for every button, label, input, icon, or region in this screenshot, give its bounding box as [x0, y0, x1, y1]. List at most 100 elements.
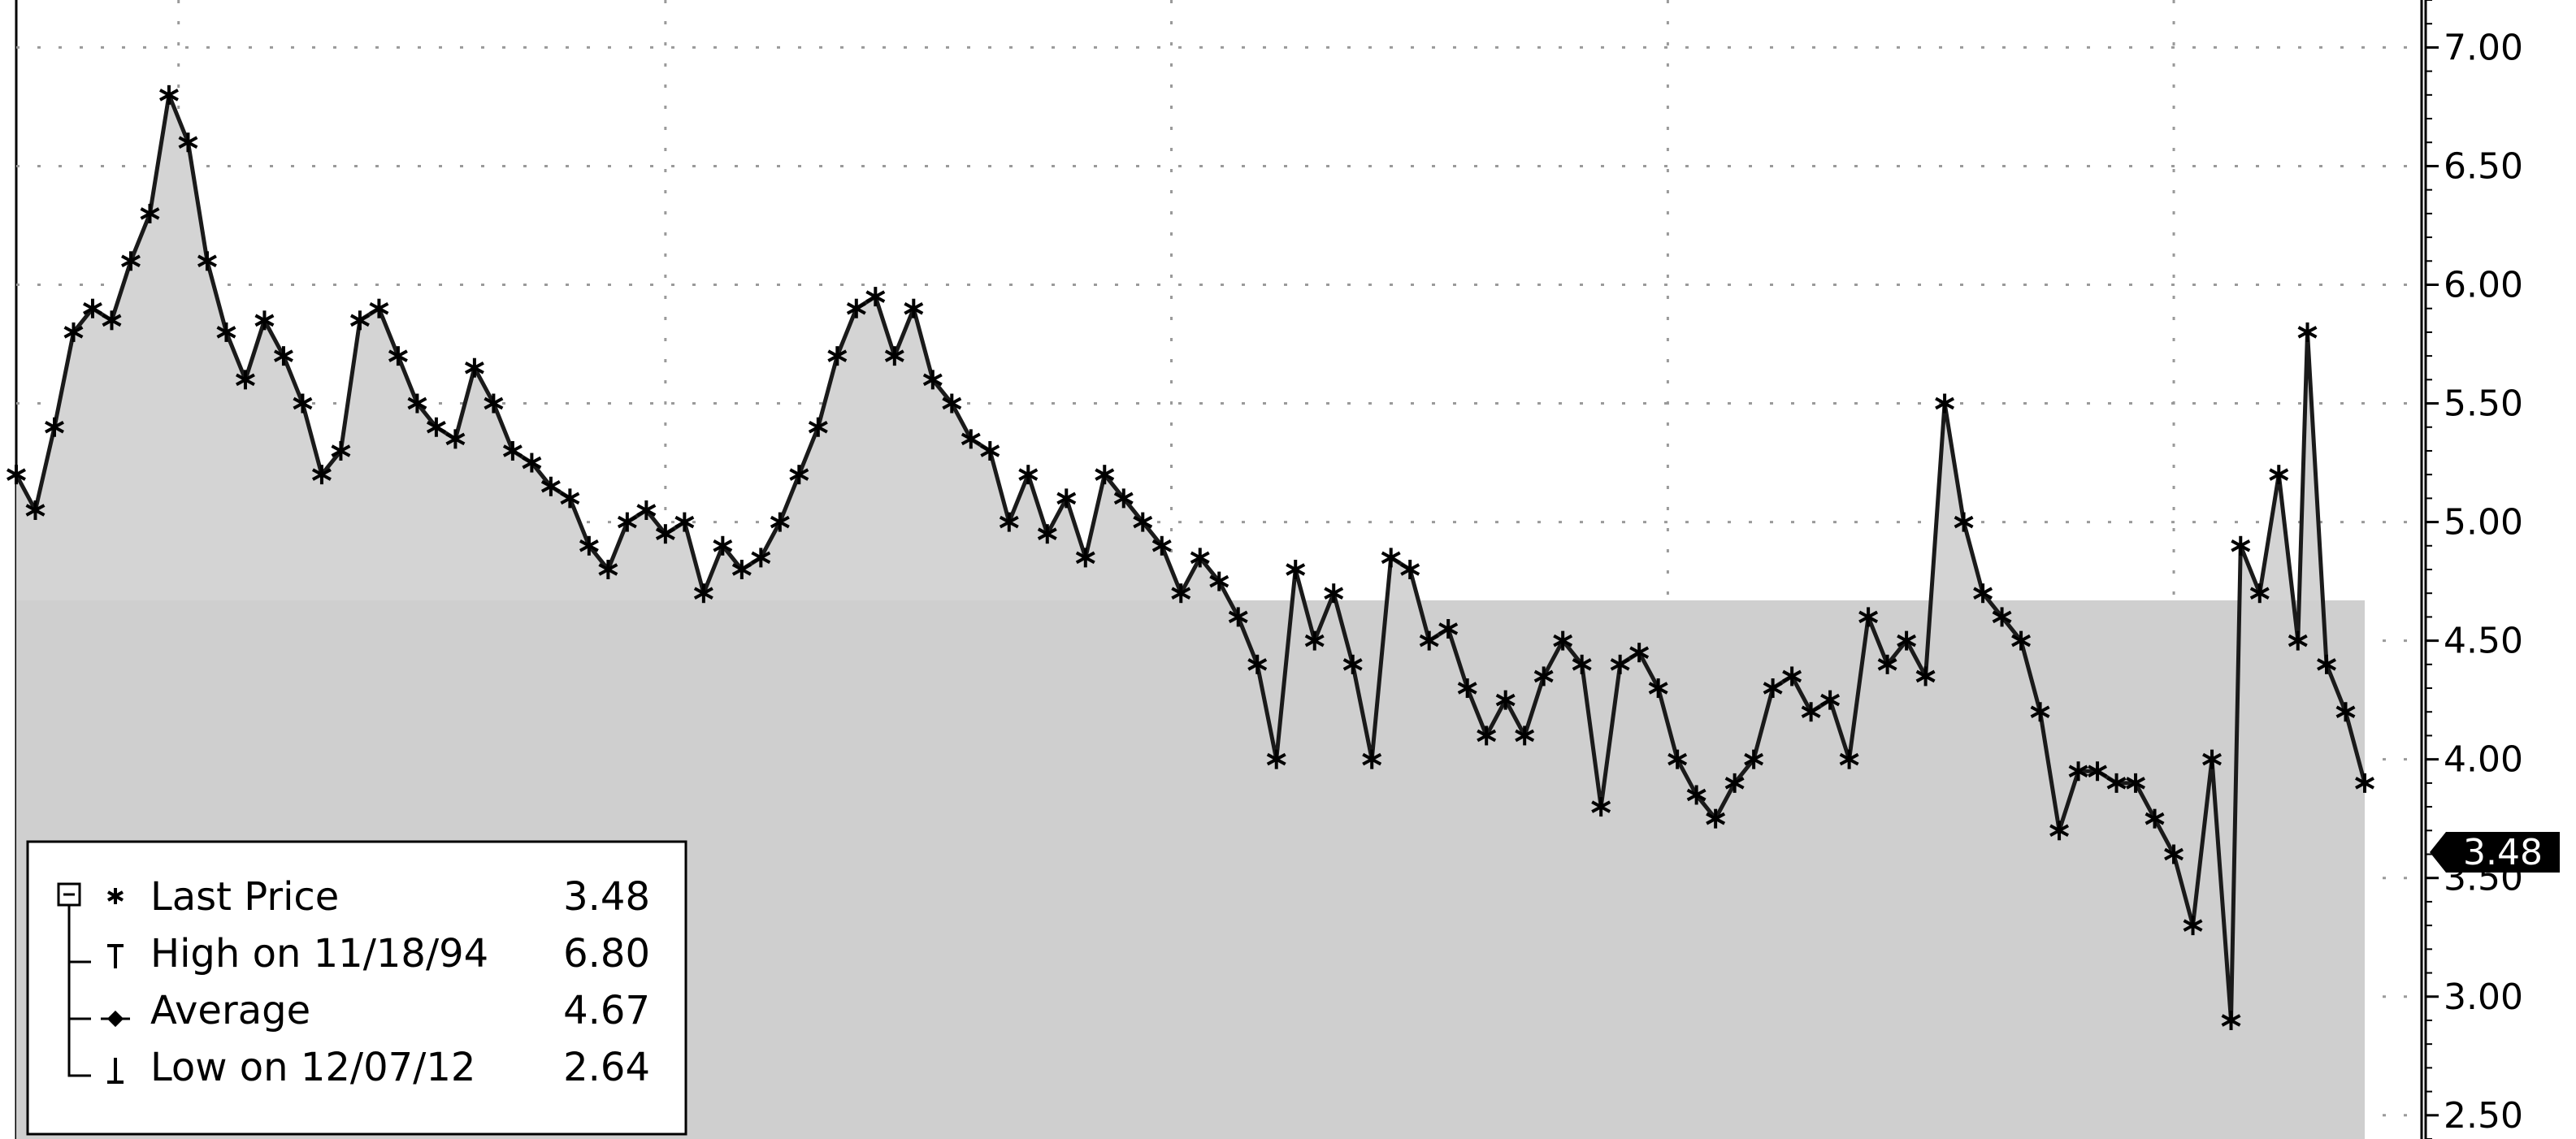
data-point — [522, 453, 542, 473]
legend-value-last-price: 3.48 — [563, 874, 650, 920]
legend-label-last-price: Last Price — [150, 874, 339, 920]
data-point — [713, 535, 733, 556]
last-price-tag-value: 3.48 — [2463, 832, 2543, 873]
data-point — [121, 251, 141, 271]
data-point — [731, 560, 752, 579]
data-point — [1877, 654, 1897, 674]
data-point — [426, 417, 446, 437]
data-point — [655, 524, 675, 544]
data-point — [751, 548, 771, 568]
data-point — [865, 287, 886, 307]
data-point — [674, 512, 695, 532]
data-point — [1533, 666, 1554, 686]
data-point — [1706, 808, 1726, 829]
data-point — [1591, 797, 1611, 817]
data-point — [1973, 583, 1993, 604]
y-tick-label: 5.00 — [2444, 502, 2523, 544]
y-tick-label: 4.00 — [2444, 739, 2523, 781]
y-tick-label: 6.00 — [2444, 265, 2523, 306]
data-point — [1266, 749, 1286, 769]
legend-tree-lines — [67, 905, 91, 1077]
data-point — [1419, 630, 1439, 651]
data-point — [1342, 654, 1363, 674]
data-point — [1686, 785, 1706, 805]
data-point — [1553, 630, 1573, 651]
data-point — [197, 251, 217, 271]
legend-box — [26, 840, 687, 1136]
data-point — [178, 132, 198, 153]
data-point — [484, 393, 504, 414]
data-point — [1648, 678, 1668, 699]
last-price-tag-shape — [2430, 832, 2560, 873]
data-point — [904, 298, 924, 318]
legend-label-low: Low on 12/07/12 — [150, 1045, 475, 1090]
average-marker-icon — [101, 1010, 130, 1028]
data-point — [1629, 643, 1650, 663]
data-point — [1801, 702, 1821, 722]
data-point — [2030, 702, 2050, 722]
data-point — [846, 298, 866, 318]
data-point — [2269, 465, 2289, 485]
data-point — [2126, 773, 2146, 793]
y-tick-label: 7.00 — [2444, 27, 2523, 68]
data-point — [2088, 761, 2108, 782]
data-point — [1037, 524, 1057, 544]
data-point — [45, 417, 64, 437]
data-point — [1286, 560, 1306, 579]
data-point — [254, 310, 275, 331]
data-point — [1400, 560, 1420, 579]
data-point — [1667, 749, 1688, 769]
data-point — [1362, 749, 1382, 769]
legend-label-high: High on 11/18/94 — [150, 931, 488, 977]
data-point — [1113, 488, 1134, 509]
data-point — [216, 322, 236, 342]
data-point — [1897, 630, 1917, 651]
data-point — [311, 465, 332, 485]
y-tick-label: 6.50 — [2444, 145, 2523, 187]
data-point — [1763, 678, 1783, 699]
data-point — [1304, 630, 1325, 651]
data-point — [273, 346, 293, 366]
data-point — [2011, 630, 2032, 651]
data-point — [1171, 583, 1191, 604]
data-point — [1610, 654, 1630, 674]
legend-value-low: 2.64 — [563, 1045, 650, 1090]
data-point — [1724, 773, 1745, 793]
data-point — [2231, 535, 2251, 556]
data-point — [1992, 607, 2012, 627]
data-point — [63, 322, 84, 342]
data-point — [159, 84, 179, 105]
data-point — [140, 203, 160, 223]
high-marker-icon — [107, 944, 124, 968]
data-point — [827, 346, 848, 366]
data-point — [293, 393, 313, 414]
data-point — [617, 512, 637, 532]
data-point — [1438, 619, 1459, 639]
y-tick-label: 4.50 — [2444, 621, 2523, 662]
data-point — [808, 417, 828, 437]
last-price-tag: 3.48 — [2430, 832, 2560, 873]
data-point — [2106, 773, 2127, 793]
data-point — [2249, 583, 2270, 604]
price-series-line — [7, 84, 2374, 1030]
legend-value-high: 6.80 — [563, 931, 650, 977]
low-marker-icon — [107, 1058, 124, 1084]
data-point — [636, 500, 657, 520]
data-point — [502, 440, 523, 461]
data-point — [407, 393, 427, 414]
data-point — [25, 500, 46, 520]
data-point — [102, 310, 122, 331]
data-point — [331, 440, 351, 461]
data-point — [1151, 535, 1172, 556]
data-point — [1858, 607, 1879, 627]
data-point — [369, 298, 389, 318]
legend-label-average: Average — [150, 988, 310, 1033]
data-point — [693, 583, 713, 604]
data-point — [2144, 808, 2165, 829]
data-point — [2335, 702, 2356, 722]
data-point — [2221, 1010, 2241, 1030]
data-point — [2317, 654, 2336, 674]
data-point — [999, 512, 1019, 532]
data-point — [1209, 571, 1229, 591]
